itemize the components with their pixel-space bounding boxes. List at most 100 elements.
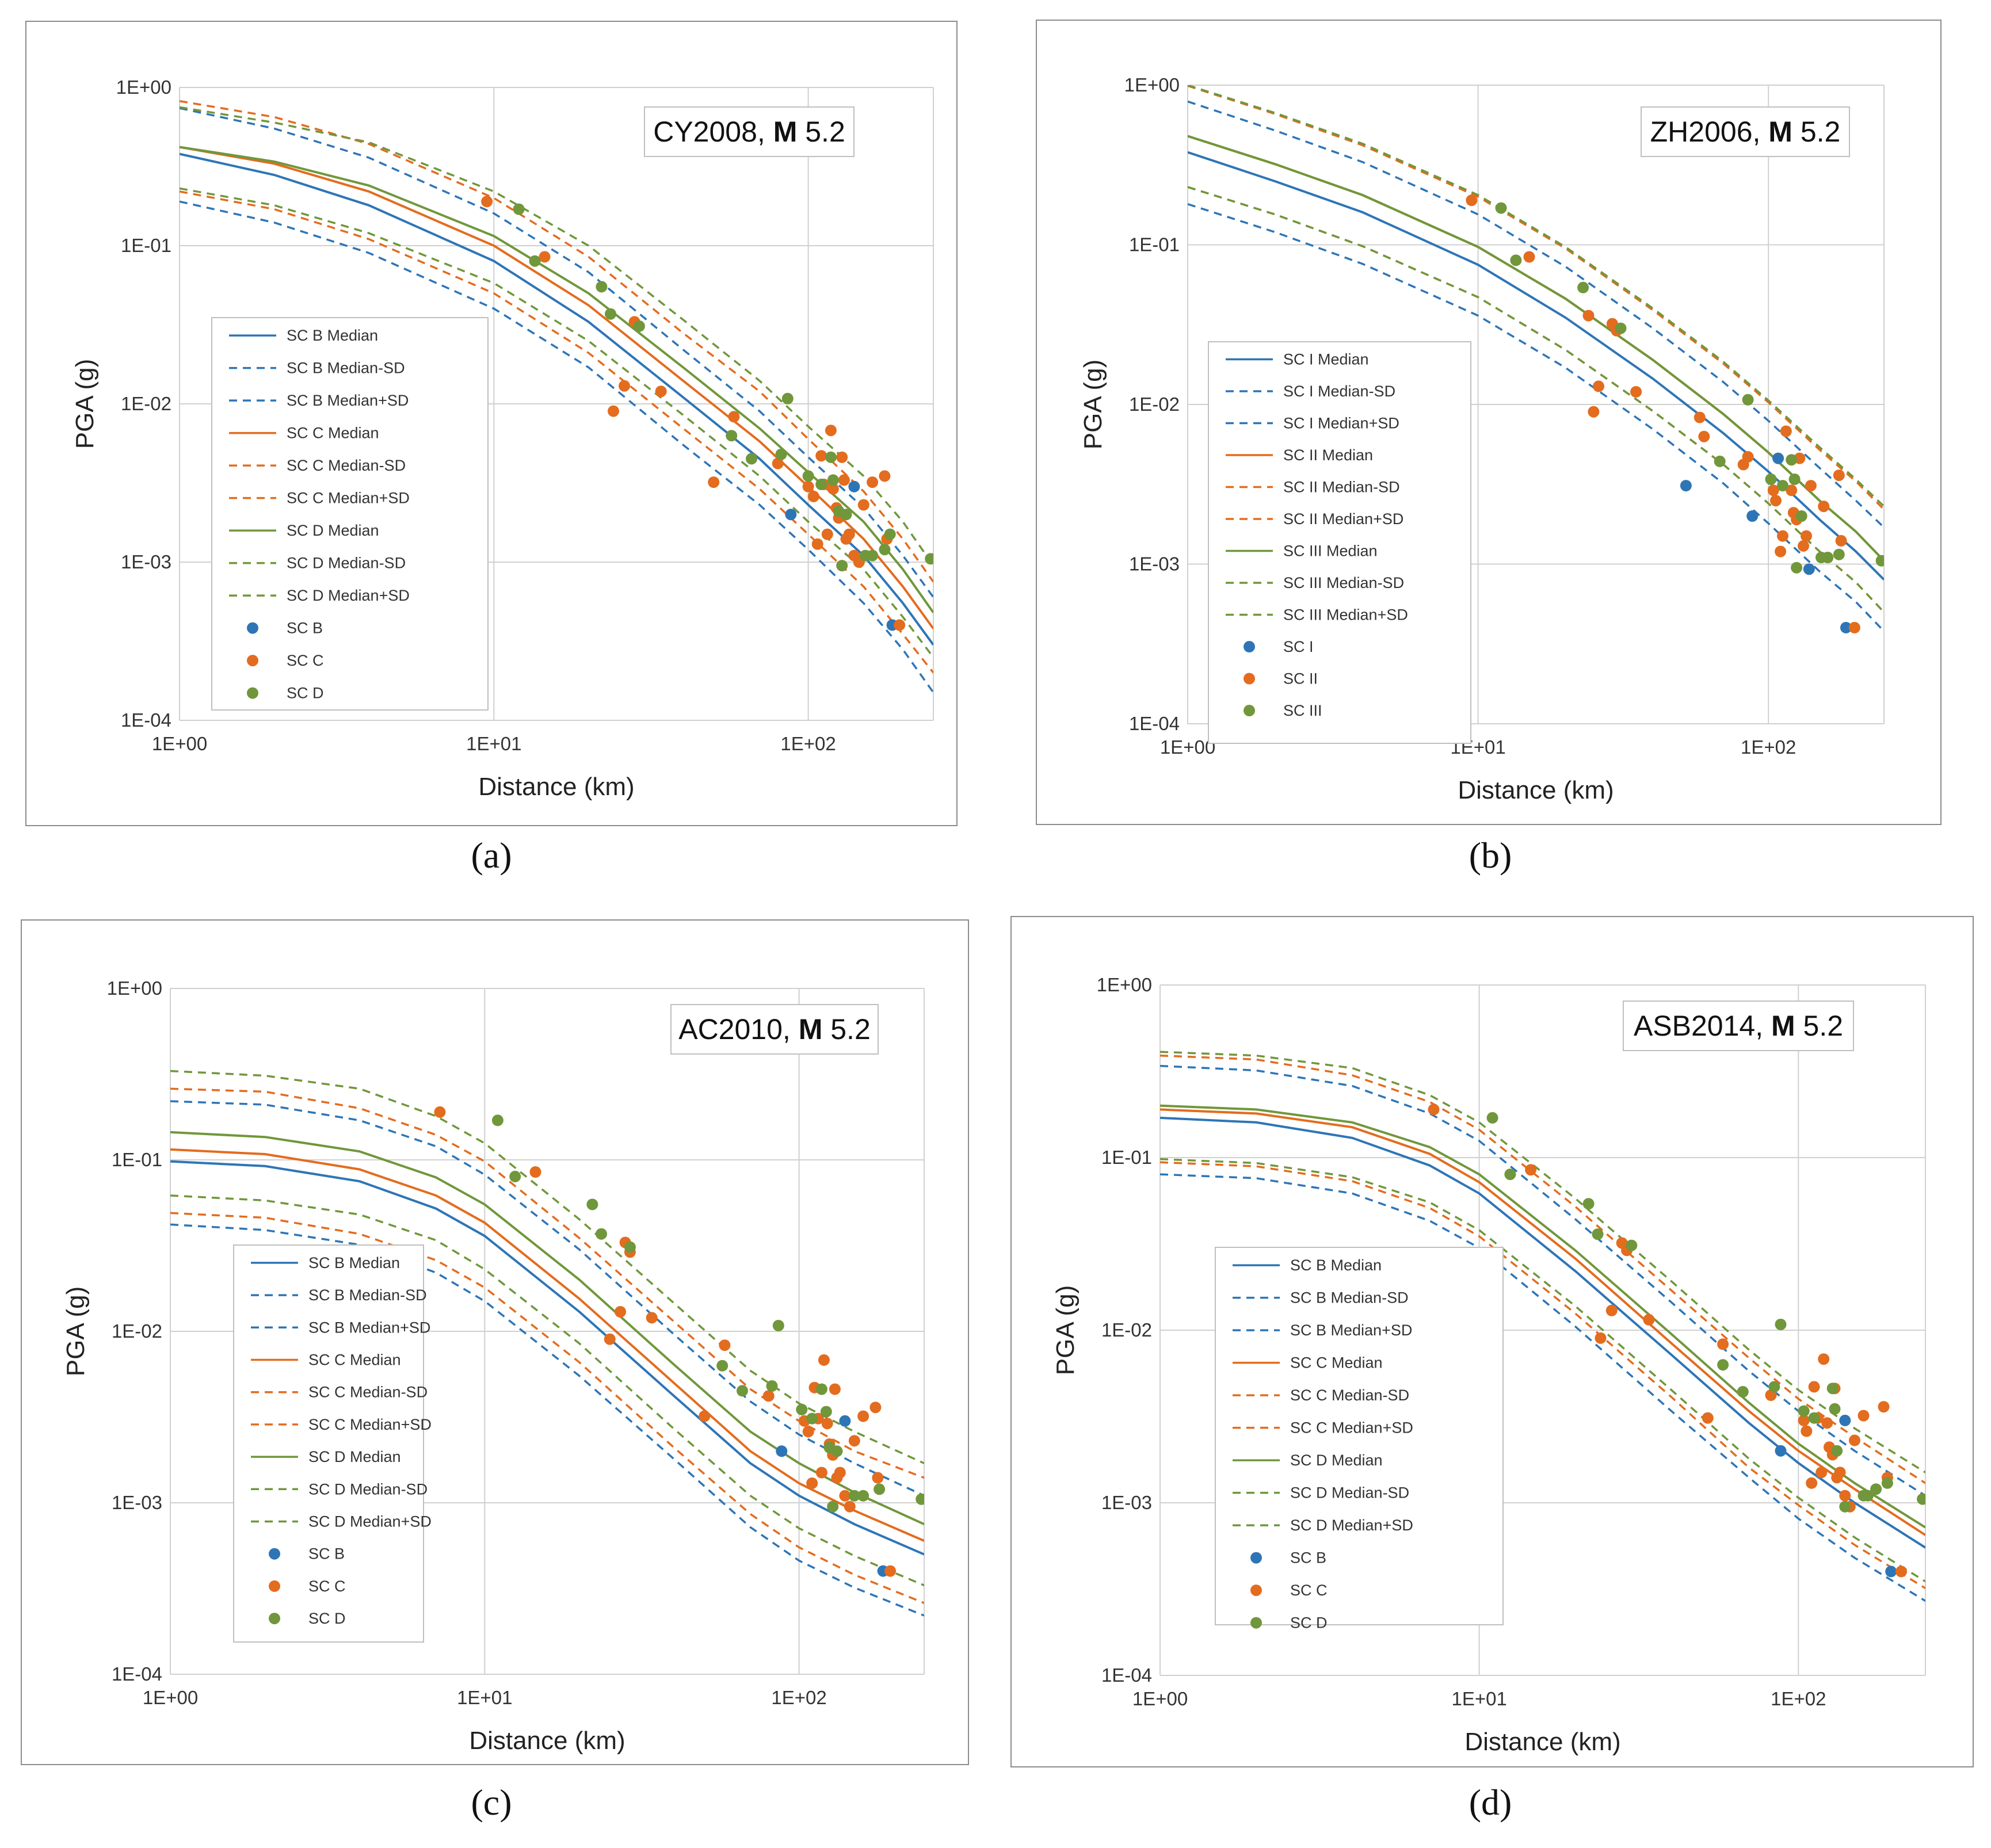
data-point-sc-c: [728, 411, 740, 423]
data-point-sc-d: [1826, 1383, 1839, 1395]
data-point-sc-c: [481, 196, 493, 208]
y-tick-label: 1E-01: [1101, 1147, 1152, 1168]
data-point-sc-c: [1818, 1353, 1830, 1365]
data-point-sc-c: [1525, 1164, 1537, 1176]
data-point-sc-ii: [1777, 530, 1788, 542]
data-point-sc-d: [1862, 1490, 1874, 1502]
y-tick-label: 1E-02: [1101, 1319, 1152, 1341]
y-tick-label: 1E-03: [1101, 1492, 1152, 1513]
chart-title: AC2010, M 5.2: [678, 1013, 871, 1045]
legend-label: SC D Median: [308, 1448, 401, 1465]
series-line-sc-d-median-sd: [170, 1194, 924, 1587]
data-point-sc-d: [509, 1170, 521, 1182]
data-point-sc-d: [815, 1383, 827, 1395]
data-point-sc-d: [1504, 1169, 1516, 1181]
data-point-sc-c: [1806, 1477, 1818, 1489]
data-point-sc-d: [848, 1490, 860, 1502]
chart-title-mag-value: 5.2: [1792, 116, 1840, 148]
legend-label: SC D Median-SD: [287, 555, 406, 572]
data-point-sc-d: [1870, 1483, 1882, 1495]
data-point-sc-d: [1775, 1319, 1787, 1330]
y-axis-title: PGA (g): [1079, 360, 1107, 450]
data-point-sc-d: [796, 1403, 808, 1415]
data-point-sc-b: [1839, 1414, 1851, 1426]
series-line-sc-c-median-sd: [170, 1212, 924, 1604]
legend-point-swatch: [1244, 641, 1255, 653]
data-point-sc-iii: [1615, 322, 1627, 334]
legend-point-swatch: [1244, 673, 1255, 685]
series-line-sc-b-median-sd: [180, 107, 933, 598]
legend-label: SC III Median+SD: [1283, 606, 1408, 624]
data-point-sc-c: [539, 251, 551, 263]
data-point-sc-d: [840, 509, 852, 521]
caption-d: (d): [1469, 1782, 1512, 1823]
data-point-sc-d: [1626, 1239, 1638, 1251]
series-line-sc-d-median: [180, 146, 933, 613]
data-point-sc-iii: [1875, 555, 1884, 567]
data-point-sc-c: [1717, 1338, 1729, 1350]
y-tick-label: 1E-02: [112, 1320, 162, 1342]
data-point-sc-i: [1840, 621, 1852, 633]
data-point-sc-ii: [1798, 540, 1809, 552]
legend-point-swatch: [247, 622, 258, 634]
legend-label: SC B: [287, 620, 323, 637]
series-line-sc-b-median-sd: [1160, 1173, 1925, 1602]
x-axis-title: Distance (km): [469, 1727, 625, 1755]
series-line-sc-iii-median: [1188, 135, 1884, 562]
data-point-sc-d: [806, 1412, 818, 1425]
data-point-sc-ii: [1630, 386, 1642, 398]
y-tick-label: 1E-02: [1129, 394, 1180, 415]
legend-label: SC D Median-SD: [308, 1480, 428, 1498]
legend-label: SC C Median+SD: [1290, 1419, 1413, 1437]
chart-title: ZH2006, M 5.2: [1650, 116, 1841, 148]
data-point-sc-iii: [1495, 202, 1507, 214]
legend-label: SC B Median-SD: [1290, 1289, 1409, 1307]
data-point-sc-d: [596, 281, 608, 293]
data-point-sc-c: [821, 528, 833, 540]
data-point-sc-c: [811, 538, 823, 550]
curves-group: [1188, 85, 1884, 633]
series-line-sc-b-median: [170, 1160, 924, 1556]
series-line-sc-b-median-sd: [170, 1100, 924, 1497]
legend-label: SC C Median+SD: [308, 1416, 432, 1433]
data-point-sc-c: [872, 1472, 884, 1484]
data-point-sc-c: [879, 470, 891, 482]
chart-title-mag-value: 5.2: [797, 116, 845, 148]
data-point-sc-c: [604, 1333, 616, 1345]
data-point-sc-c: [821, 1418, 833, 1430]
data-point-sc-d: [916, 1493, 924, 1505]
data-point-sc-ii: [1835, 534, 1847, 547]
data-point-sc-d: [716, 1360, 728, 1372]
data-point-sc-iii: [1510, 254, 1522, 266]
data-point-sc-b: [1885, 1566, 1897, 1578]
data-point-sc-c: [884, 1565, 897, 1577]
series-line-sc-i-median: [1188, 151, 1884, 581]
data-point-sc-b: [785, 509, 797, 521]
series-line-sc-d-median-sd: [180, 106, 933, 567]
data-point-sc-c: [815, 1467, 827, 1479]
legend-label: SC B Median+SD: [1290, 1322, 1412, 1339]
y-tick-label: 1E-02: [121, 393, 171, 414]
chart-title-model: ZH2006,: [1650, 116, 1769, 148]
legend-point-swatch: [269, 1613, 280, 1625]
data-point-sc-iii: [1788, 474, 1801, 485]
data-point-sc-d: [820, 1406, 832, 1418]
data-point-sc-ii: [1780, 425, 1792, 437]
legend-label: SC C: [287, 652, 324, 669]
x-tick-label: 1E+00: [1132, 1688, 1188, 1709]
series-line-sc-iii-median-sd: [1188, 186, 1884, 613]
data-point-sc-b: [848, 480, 860, 492]
chart-title-model: ASB2014,: [1634, 1010, 1771, 1042]
legend-label: SC C Median-SD: [287, 457, 406, 474]
legend-label: SC III: [1283, 702, 1322, 719]
data-point-sc-ii: [1767, 484, 1779, 497]
y-tick-label: 1E+00: [107, 978, 162, 999]
data-point-sc-c: [1834, 1467, 1846, 1479]
data-point-sc-c: [806, 1477, 818, 1489]
x-axis-title: Distance (km): [1458, 776, 1614, 804]
data-point-sc-d: [867, 549, 879, 562]
series-line-sc-c-median: [170, 1148, 924, 1542]
legend-label: SC II: [1283, 670, 1318, 688]
data-point-sc-d: [633, 320, 645, 332]
legend-label: SC C Median-SD: [1290, 1387, 1409, 1404]
